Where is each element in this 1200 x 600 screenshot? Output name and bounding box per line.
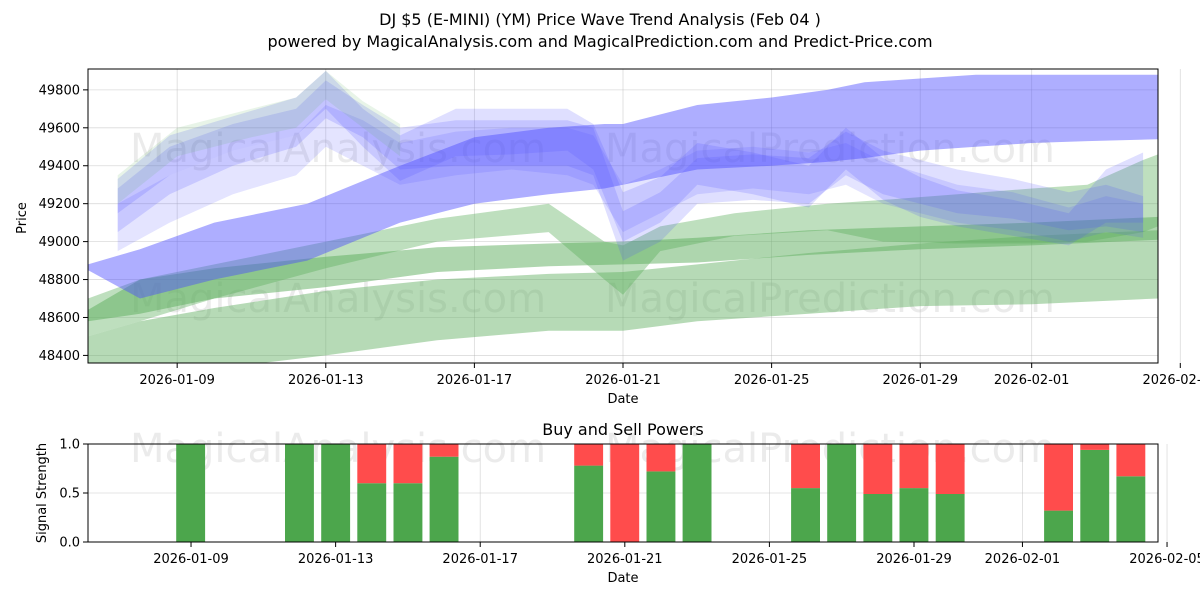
buy-bar-2026-01-12	[285, 444, 314, 542]
price-y-tick-label-1: 48600	[39, 311, 80, 326]
powers-x-axis: 2026-01-09 2026-01-13 2026-01-17 2026-01-21…	[153, 542, 1200, 567]
powers-x-tick-label-4: 2026-01-25	[732, 552, 808, 567]
sell-bar-2026-01-30	[935, 444, 965, 494]
sell-bar-2026-01-29	[899, 444, 929, 489]
price-x-tick-label-3: 2026-01-21	[585, 373, 661, 388]
green-band-main	[88, 216, 1158, 322]
chart-title: DJ $5 (E-MINI) (YM) Price Wave Trend Ana…	[379, 10, 821, 29]
sell-bar-2026-01-22	[646, 444, 676, 472]
price-y-tick-label-2: 48800	[39, 273, 80, 288]
powers-x-tick-label-5: 2026-01-29	[876, 552, 952, 567]
price-x-tick-label-6: 2026-02-01	[994, 373, 1070, 388]
powers-x-tick-label-2: 2026-01-17	[442, 552, 518, 567]
price-x-tick-label-5: 2026-01-29	[882, 373, 958, 388]
sell-bar-2026-01-15	[393, 444, 423, 484]
price-y-tick-label-5: 49400	[39, 159, 80, 174]
powers-bars	[176, 444, 1146, 542]
price-y-axis-label: Price	[15, 202, 30, 234]
powers-x-tick-label-3: 2026-01-21	[587, 552, 663, 567]
blue-band-wave-1	[117, 80, 1144, 261]
buy-sell-powers-chart: Buy and Sell Powers 0.0 0.5 1.0 2026-01-09…	[35, 420, 1200, 586]
buy-bar-2026-02-04	[1116, 476, 1146, 542]
buy-bar-2026-01-15	[393, 483, 423, 542]
blue-band-long	[88, 74, 1158, 299]
green-band-early	[117, 70, 401, 204]
price-x-axis: 2026-01-09 2026-01-13 2026-01-17 2026-01-21…	[139, 363, 1200, 388]
price-y-tick-label-6: 49600	[39, 121, 80, 136]
buy-bar-2026-01-29	[899, 488, 929, 542]
buy-bar-2026-01-20	[574, 465, 604, 542]
buy-bar-2026-02-03	[1080, 449, 1110, 542]
price-bands	[88, 70, 1158, 363]
price-y-axis: 48400 48600 48800 49000 49200 49400 49600 49800	[39, 83, 88, 364]
price-y-tick-label-3: 49000	[39, 235, 80, 250]
price-y-tick-label-0: 48400	[39, 349, 80, 364]
powers-y-tick-label-1: 0.5	[59, 487, 80, 502]
powers-chart-title: Buy and Sell Powers	[542, 420, 704, 439]
watermark-analysis-top: MagicalAnalysis.com	[130, 126, 546, 172]
price-x-axis-label: Date	[607, 392, 638, 407]
blue-band-wave-2	[117, 70, 1144, 246]
powers-y-axis: 0.0 0.5 1.0	[59, 438, 88, 551]
watermark-prediction-mid: MagicalPrediction.com	[605, 276, 1055, 322]
price-wave-chart: 48400 48600 48800 49000 49200 49400 49600 49800…	[15, 68, 1200, 407]
price-x-tick-label-2: 2026-01-17	[437, 373, 513, 388]
powers-x-tick-label-6: 2026-02-01	[985, 552, 1061, 567]
chart-subtitle: powered by MagicalAnalysis.com and Magic…	[267, 32, 932, 51]
buy-bar-2026-01-13	[321, 444, 351, 542]
powers-y-tick-label-0: 0.0	[59, 536, 80, 551]
sell-bar-2026-02-02	[1044, 444, 1073, 511]
buy-bar-2026-01-26	[791, 488, 820, 542]
sell-bar-2026-01-21	[610, 444, 640, 542]
green-band-upper	[88, 154, 1158, 337]
sell-bar-2026-01-14	[357, 444, 387, 484]
buy-bar-2026-01-23	[682, 444, 712, 542]
buy-bar-2026-01-16	[429, 456, 459, 542]
buy-bar-2026-01-30	[935, 494, 965, 542]
powers-x-tick-label-0: 2026-01-09	[153, 552, 229, 567]
sell-bar-2026-01-28	[863, 444, 893, 494]
powers-y-axis-label: Signal Strength	[35, 443, 50, 543]
powers-x-axis-label: Date	[607, 571, 638, 586]
sell-bar-2026-01-26	[791, 444, 820, 489]
price-y-tick-label-7: 49800	[39, 83, 80, 98]
sell-bar-2026-01-16	[429, 444, 459, 457]
sell-bar-2026-01-20	[574, 444, 604, 466]
powers-x-tick-label-1: 2026-01-13	[298, 552, 374, 567]
powers-x-tick-label-7: 2026-02-05	[1129, 552, 1200, 567]
powers-y-tick-label-2: 1.0	[59, 438, 80, 453]
buy-bar-2026-02-02	[1044, 510, 1073, 542]
buy-bar-2026-01-27	[827, 444, 857, 542]
buy-bar-2026-01-22	[646, 471, 676, 542]
sell-bar-2026-02-03	[1080, 444, 1110, 450]
price-x-tick-label-0: 2026-01-09	[139, 373, 215, 388]
watermark-prediction-top: MagicalPrediction.com	[605, 126, 1055, 172]
price-x-tick-label-4: 2026-01-25	[734, 373, 810, 388]
price-x-tick-label-1: 2026-01-13	[288, 373, 364, 388]
buy-bar-2026-01-09	[176, 444, 206, 542]
sell-bar-2026-02-04	[1116, 444, 1146, 477]
price-x-tick-label-7: 2026-02-05	[1143, 373, 1200, 388]
buy-bar-2026-01-14	[357, 483, 387, 542]
price-y-tick-label-4: 49200	[39, 197, 80, 212]
green-band-lower	[88, 230, 1158, 363]
buy-bar-2026-01-28	[863, 494, 893, 542]
blue-band-wave-3	[117, 105, 1144, 252]
